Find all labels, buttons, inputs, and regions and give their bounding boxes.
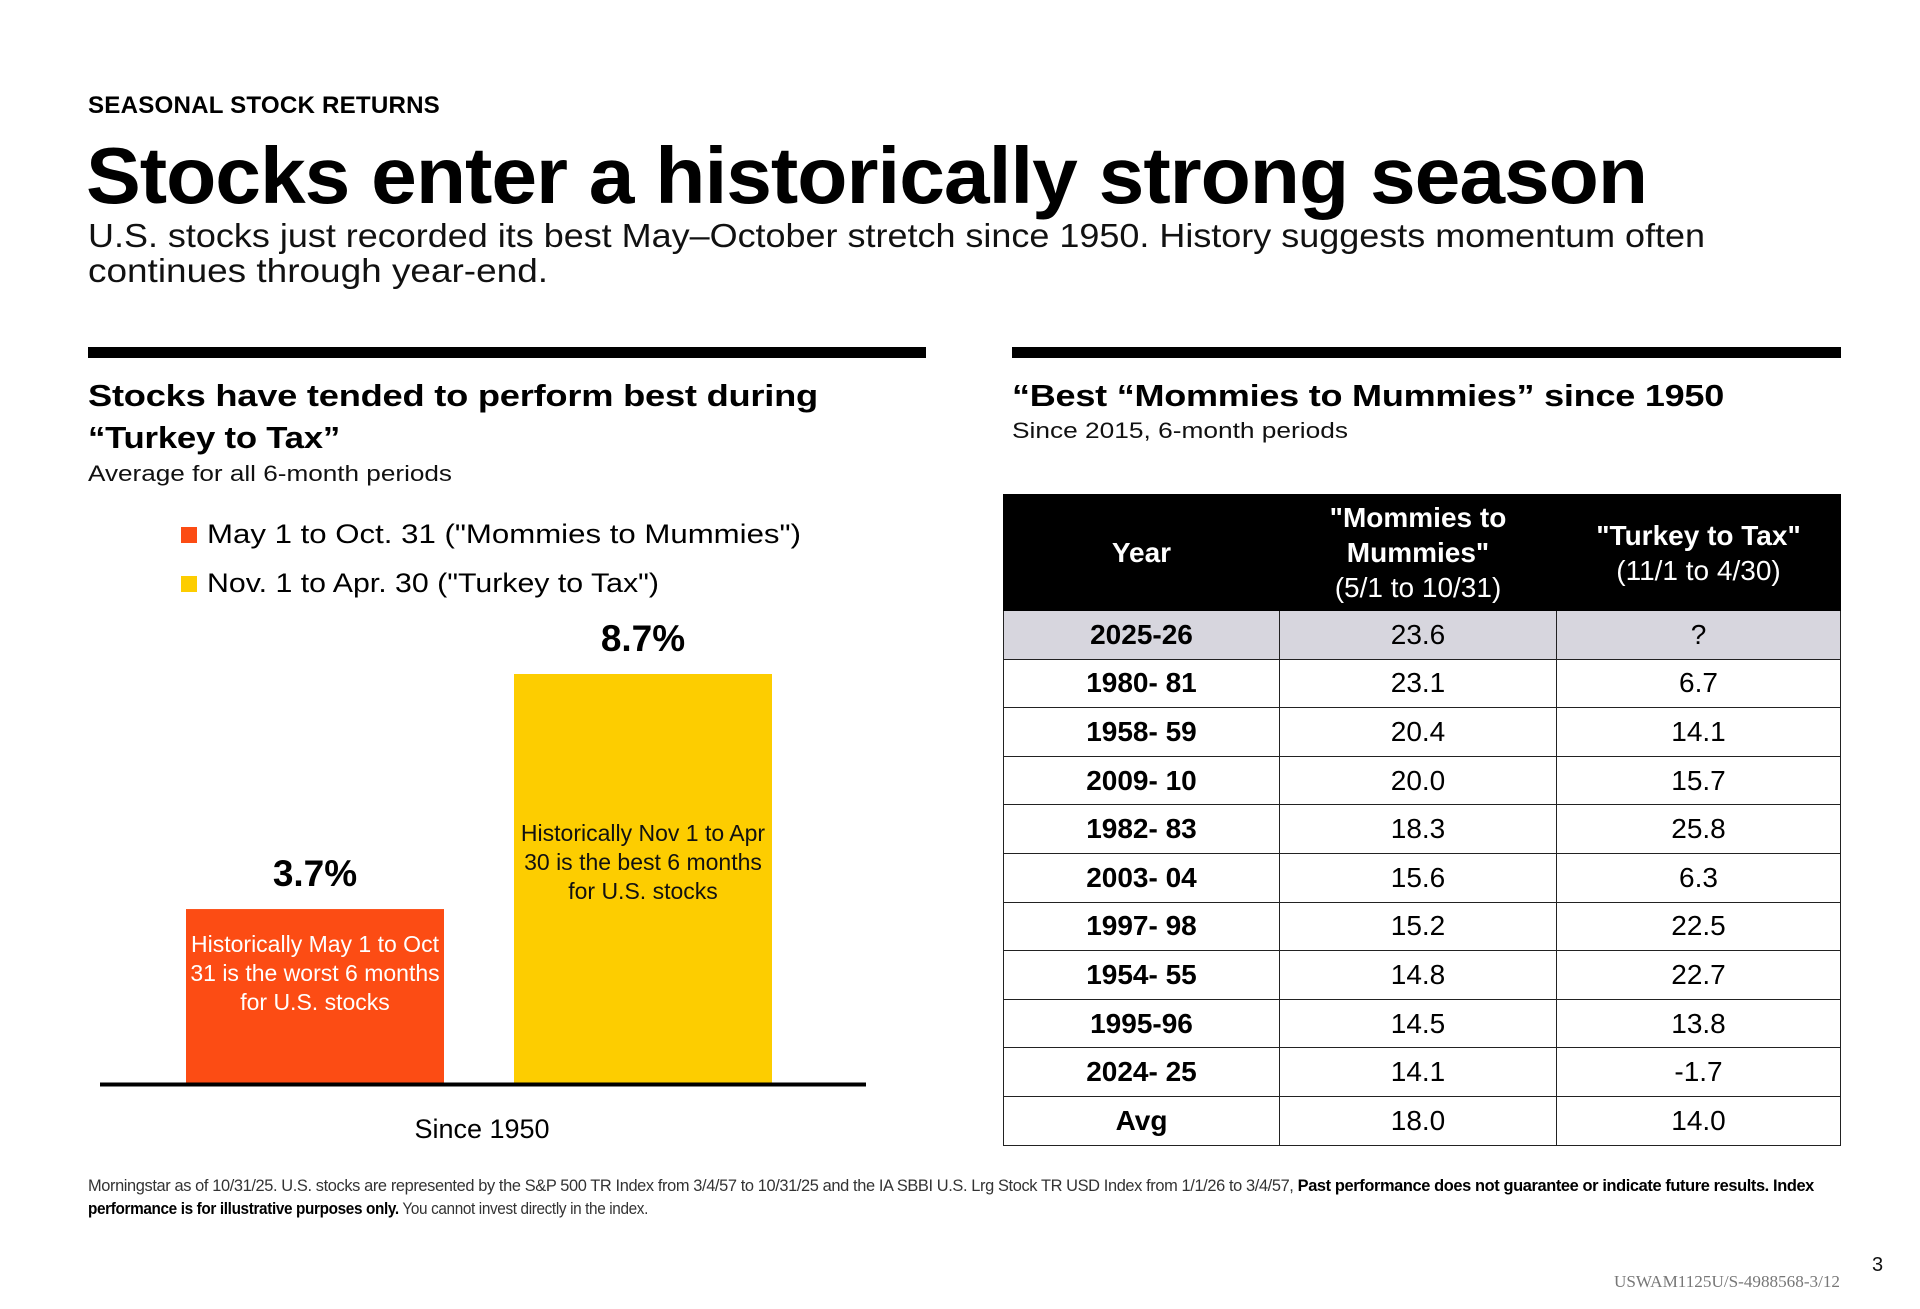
column-header-turkey: "Turkey to Tax" (11/1 to 4/30) <box>1556 494 1841 611</box>
column-header-year-label: Year <box>1111 537 1172 568</box>
bar-annotation-mommies: Historically May 1 to Oct 31 is the wors… <box>190 931 440 1016</box>
right-section-rule <box>1012 347 1841 358</box>
column-header-year: Year <box>1003 494 1280 611</box>
footnote-disclaimer-bold: Past performance does not guarantee or i… <box>1297 1176 1815 1195</box>
cell-turkey-return: 13.8 <box>1556 998 1841 1049</box>
column-header-mommies: "Mommies to Mummies" (5/1 to 10/31) <box>1279 494 1557 611</box>
column-header-mommies-dates: (5/1 to 10/31) <box>1334 572 1502 603</box>
table-subheading-text: Since 2015, 6-month periods <box>1012 418 1349 443</box>
cell-turkey-return: 25.8 <box>1556 804 1841 854</box>
cell-year: 1995-96 <box>1003 998 1280 1049</box>
cell-turkey-return: 15.7 <box>1556 755 1841 806</box>
cell-turkey-return: 22.5 <box>1556 901 1841 952</box>
cell-mommies-return: 20.0 <box>1279 755 1557 806</box>
cell-year: Avg <box>1003 1095 1280 1146</box>
table-row: 1982- 83 18.3 25.8 <box>1003 804 1841 854</box>
chart-heading: Stocks have tended to perform best durin… <box>88 375 818 459</box>
subtitle-line-1: U.S. stocks just recorded its best May–O… <box>88 217 1706 254</box>
cell-mommies-return: 14.1 <box>1279 1047 1557 1097</box>
cell-year: 1980- 81 <box>1003 658 1280 709</box>
chart-subheading: Average for all 6-month periods <box>88 461 452 487</box>
chart-subheading-text: Average for all 6-month periods <box>88 461 452 486</box>
table-subheading: Since 2015, 6-month periods <box>1012 418 1348 444</box>
cell-turkey-return: 22.7 <box>1556 950 1841 1000</box>
cell-turkey-return: 14.1 <box>1556 707 1841 757</box>
table-row: 2024- 25 14.1 -1.7 <box>1003 1047 1841 1097</box>
cell-mommies-return: 20.4 <box>1279 707 1557 757</box>
cell-mommies-return: 23.1 <box>1279 658 1557 709</box>
subtitle-line-2: continues through year-end. <box>88 252 549 289</box>
table-row: 1997- 98 15.2 22.5 <box>1003 901 1841 952</box>
column-header-turkey-line-1: "Turkey to Tax" <box>1596 519 1801 551</box>
chart-heading-line-1: Stocks have tended to perform best durin… <box>88 378 818 413</box>
cell-year: 2003- 04 <box>1003 852 1280 903</box>
table-row: 1995-96 14.5 13.8 <box>1003 998 1841 1049</box>
column-header-mommies-line-2: Mummies" <box>1346 537 1490 568</box>
page-title-text: Stocks enter a historically strong seaso… <box>86 131 1648 220</box>
table-heading-text: “Best “Mommies to Mummies” since 1950 <box>1012 378 1725 413</box>
footnote-source-text: Morningstar as of 10/31/25. U.S. stocks … <box>88 1176 1298 1195</box>
table-row: 2009- 10 20.0 15.7 <box>1003 755 1841 806</box>
footnote: Morningstar as of 10/31/25. U.S. stocks … <box>88 1174 1878 1220</box>
table-row: 1958- 59 20.4 14.1 <box>1003 707 1841 757</box>
cell-turkey-return: ? <box>1556 610 1841 660</box>
cell-year: 2025-26 <box>1003 610 1280 660</box>
cell-year: 2024- 25 <box>1003 1047 1280 1097</box>
legend-swatch-orange <box>181 526 197 543</box>
cell-year: 1997- 98 <box>1003 901 1280 952</box>
footnote-invest-text: You cannot invest directly in the index. <box>398 1199 648 1218</box>
x-axis-label: Since 1950 <box>414 1114 550 1144</box>
bar-mommies-to-mummies <box>186 909 444 1083</box>
kicker-text: SEASONAL STOCK RETURNS <box>88 92 440 119</box>
bar-annotation-turkey: Historically Nov 1 to Apr 30 is the best… <box>520 820 766 904</box>
table-heading: “Best “Mommies to Mummies” since 1950 <box>1012 375 1724 417</box>
cell-mommies-return: 23.6 <box>1279 610 1557 660</box>
table-row: 1980- 81 23.1 6.7 <box>1003 658 1841 709</box>
data-label-turkey: 8.7% <box>600 618 686 659</box>
cell-year: 1954- 55 <box>1003 950 1280 1000</box>
cell-turkey-return: 6.3 <box>1556 852 1841 903</box>
chart-heading-line-2: “Turkey to Tax” <box>88 420 341 455</box>
legend-item-mommies-to-mummies: May 1 to Oct. 31 ("Mommies to Mummies") <box>181 519 801 550</box>
footnote-disclaimer-bold-2: performance is for illustrative purposes… <box>88 1199 399 1218</box>
page-subtitle: U.S. stocks just recorded its best May–O… <box>88 218 1705 289</box>
returns-table: Year "Mommies to Mummies" (5/1 to 10/31)… <box>1003 494 1841 1146</box>
cell-turkey-return: -1.7 <box>1556 1047 1841 1097</box>
cell-year: 1982- 83 <box>1003 804 1280 854</box>
cell-mommies-return: 18.0 <box>1279 1095 1557 1146</box>
cell-mommies-return: 15.6 <box>1279 852 1557 903</box>
legend-label: May 1 to Oct. 31 ("Mommies to Mummies") <box>207 519 801 549</box>
cell-mommies-return: 14.8 <box>1279 950 1557 1000</box>
cell-mommies-return: 18.3 <box>1279 804 1557 854</box>
table-row: 1954- 55 14.8 22.7 <box>1003 950 1841 1000</box>
column-header-turkey-dates: (11/1 to 4/30) <box>1616 554 1781 586</box>
legend-swatch-yellow <box>181 575 197 592</box>
bar-turkey-to-tax <box>514 674 772 1083</box>
cell-mommies-return: 14.5 <box>1279 998 1557 1049</box>
data-label-mommies: 3.7% <box>272 853 358 895</box>
table-row: 2003- 04 15.6 6.3 <box>1003 852 1841 903</box>
table-row: 2025-26 23.6? <box>1003 610 1841 660</box>
cell-mommies-return: 15.2 <box>1279 901 1557 952</box>
legend-label: Nov. 1 to Apr. 30 ("Turkey to Tax") <box>207 568 659 598</box>
page-title: Stocks enter a historically strong seaso… <box>86 136 1648 216</box>
cell-turkey-return: 6.7 <box>1556 658 1841 709</box>
document-code-text: USWAM1125U/S-4988568-3/12 <box>1614 1272 1840 1291</box>
legend-item-turkey-to-tax: Nov. 1 to Apr. 30 ("Turkey to Tax") <box>181 568 659 599</box>
kicker-label: SEASONAL STOCK RETURNS <box>88 92 440 120</box>
cell-year: 1958- 59 <box>1003 707 1280 757</box>
table-row: Avg 18.0 14.0 <box>1003 1095 1841 1146</box>
document-code: USWAM1125U/S-4988568-3/12 <box>1614 1272 1840 1292</box>
cell-turkey-return: 14.0 <box>1556 1095 1841 1146</box>
cell-year: 2009- 10 <box>1003 755 1280 806</box>
page-number: 3 <box>1872 1254 1884 1276</box>
left-section-rule <box>88 347 926 358</box>
column-header-mommies-line-1: "Mommies to <box>1329 502 1507 533</box>
table-header-row: Year "Mommies to Mummies" (5/1 to 10/31)… <box>1003 494 1841 611</box>
